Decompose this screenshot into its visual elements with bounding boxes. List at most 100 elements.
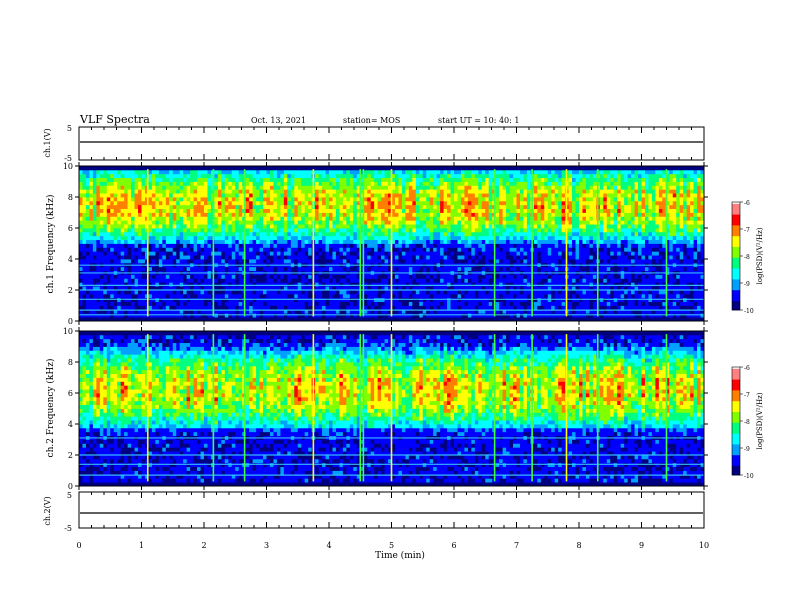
spectrogram-cell	[162, 200, 167, 206]
spectrogram-cell	[252, 259, 257, 264]
spectrogram-cell	[92, 282, 97, 287]
spectrogram-cell	[443, 255, 448, 260]
spectrogram-cell	[151, 193, 156, 198]
spectrogram-cell	[221, 259, 226, 264]
spectrogram-cell	[467, 193, 472, 198]
spectrogram-cell	[370, 181, 375, 186]
spectrogram-cell	[401, 266, 406, 272]
spectrogram-cell	[450, 239, 455, 244]
spectrogram-cell	[113, 220, 118, 225]
spectrogram-cell	[488, 220, 493, 225]
spectrogram-cell	[200, 239, 205, 244]
spectrogram-cell	[290, 204, 295, 210]
spectrogram-cell	[117, 278, 122, 283]
spectrogram-cell	[481, 301, 486, 306]
spectrogram-cell	[120, 255, 125, 260]
spectrogram-cell	[124, 286, 129, 291]
spectrogram-cell	[398, 177, 403, 182]
spectrogram-cell	[412, 177, 417, 182]
spectrogram-cell	[238, 247, 243, 252]
spectrogram-cell	[433, 278, 438, 283]
spectrogram-cell	[488, 166, 493, 171]
spectrogram-cell	[370, 173, 375, 179]
spectrogram-cell	[415, 301, 420, 306]
spectrogram-cell	[148, 220, 153, 225]
spectrogram-cell	[294, 169, 299, 175]
spectrogram-cell	[436, 216, 441, 221]
spectrogram-cell	[117, 251, 122, 256]
spectrogram-cell	[412, 274, 417, 279]
spectrogram-cell	[141, 317, 146, 322]
spectrogram-cell	[82, 173, 87, 179]
spectrogram-cell	[405, 266, 410, 272]
spectrogram-cell	[280, 208, 285, 213]
spectrogram-cell	[238, 259, 243, 264]
spectrogram-cell	[360, 169, 365, 175]
spectrogram-cell	[238, 274, 243, 279]
spectrogram-cell	[322, 204, 326, 210]
spectrogram-cell	[186, 255, 191, 260]
spectrogram-cell	[332, 200, 337, 206]
spectrogram-cell	[499, 216, 504, 221]
spectrogram-cell	[238, 243, 243, 248]
spectrogram-cell	[297, 282, 302, 287]
spectrogram-cell	[200, 204, 205, 210]
spectrogram-cell	[186, 197, 191, 202]
spectrogram-cell	[297, 239, 302, 244]
spectrogram-cell	[394, 239, 399, 244]
spectrogram-cell	[353, 235, 358, 241]
spectrogram-cell	[204, 305, 208, 310]
spectrogram-cell	[467, 266, 472, 272]
spectrogram-cell	[158, 290, 163, 295]
spectrogram-cell	[401, 274, 406, 279]
spectrogram-cell	[335, 204, 340, 210]
spectrogram-cell	[467, 301, 472, 306]
spectrogram-cell	[485, 228, 490, 233]
spectrogram-cell	[283, 274, 288, 279]
spectrogram-cell	[172, 181, 177, 186]
spectrogram-cell	[214, 255, 219, 260]
spectrogram-cell	[82, 220, 87, 225]
spectrogram-cell	[197, 259, 201, 264]
spectrogram-cell	[495, 286, 500, 291]
spectrogram-cell	[485, 197, 490, 202]
spectrogram-cell	[266, 177, 271, 182]
spectrogram-cell	[190, 259, 194, 264]
spectrogram-cell	[148, 193, 153, 198]
spectrogram-cell	[183, 193, 188, 198]
spectrogram-cell	[280, 317, 285, 322]
spectrogram-cell	[259, 193, 264, 198]
spectrogram-cell	[429, 286, 434, 291]
spectrogram-cell	[440, 228, 444, 233]
spectrogram-cell	[151, 247, 156, 252]
spectrogram-cell	[120, 286, 125, 291]
spectrogram-cell	[450, 305, 455, 310]
spectrogram-cell	[499, 220, 504, 225]
spectrogram-cell	[138, 173, 142, 179]
spectrogram-cell	[356, 185, 361, 190]
spectrogram-cell	[454, 247, 458, 252]
spectrogram-cell	[478, 231, 483, 237]
spectrogram-cell	[460, 317, 465, 322]
spectrogram-cell	[214, 247, 219, 252]
spectrogram-cell	[235, 166, 240, 171]
spectrogram-cell	[433, 228, 438, 233]
spectrogram-cell	[144, 317, 149, 322]
spectrogram-cell	[450, 255, 455, 260]
spectrogram-cell	[294, 177, 299, 182]
spectrogram-cell	[204, 200, 208, 206]
spectrogram-cell	[193, 197, 198, 202]
spectrogram-cell	[238, 235, 243, 241]
spectrogram-cell	[263, 204, 267, 210]
spectrogram-cell	[141, 212, 146, 217]
spectrogram-cell	[356, 228, 361, 233]
spectrogram-cell	[433, 293, 438, 299]
spectrogram-cell	[214, 286, 219, 291]
spectrogram-cell	[401, 286, 406, 291]
spectrogram-cell	[457, 212, 462, 217]
spectrogram-cell	[110, 173, 115, 179]
spectrogram-cell	[440, 309, 444, 314]
spectrogram-cell	[391, 169, 396, 175]
spectrogram-cell	[273, 220, 278, 225]
spectrogram-cell	[92, 185, 97, 190]
